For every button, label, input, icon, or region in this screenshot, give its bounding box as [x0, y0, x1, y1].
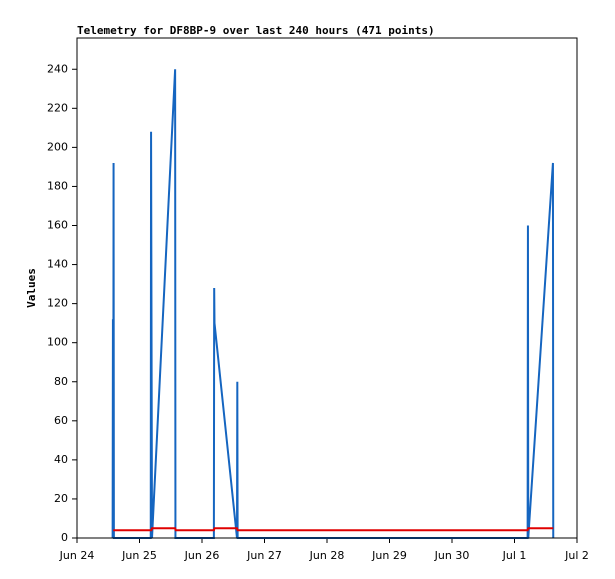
x-tick-label: Jun 30 [434, 549, 470, 562]
chart-title: Telemetry for DF8BP-9 over last 240 hour… [77, 24, 435, 37]
y-tick-label: 20 [54, 492, 68, 505]
y-tick-label: 220 [47, 101, 68, 114]
x-tick-label: Jun 26 [184, 549, 220, 562]
y-tick-label: 0 [61, 531, 68, 544]
y-axis-label: Values [25, 268, 38, 308]
y-tick-label: 60 [54, 414, 68, 427]
y-tick-label: 240 [47, 62, 68, 75]
y-tick-label: 140 [47, 258, 68, 271]
x-tick-label: Jun 27 [246, 549, 282, 562]
y-tick-label: 200 [47, 140, 68, 153]
x-tick-label: Jul 2 [564, 549, 589, 562]
y-tick-label: 160 [47, 219, 68, 232]
x-tick-label: Jun 24 [59, 549, 95, 562]
x-tick-label: Jul 1 [502, 549, 527, 562]
y-tick-label: 100 [47, 336, 68, 349]
y-tick-label: 80 [54, 375, 68, 388]
x-tick-label: Jun 29 [371, 549, 407, 562]
x-tick-label: Jun 25 [121, 549, 157, 562]
data-line [113, 527, 554, 532]
y-tick-label: 120 [47, 297, 68, 310]
y-tick-label: 180 [47, 179, 68, 192]
y-tick-label: 40 [54, 453, 68, 466]
plot-border [76, 37, 578, 539]
x-tick-label: Jun 28 [309, 549, 345, 562]
